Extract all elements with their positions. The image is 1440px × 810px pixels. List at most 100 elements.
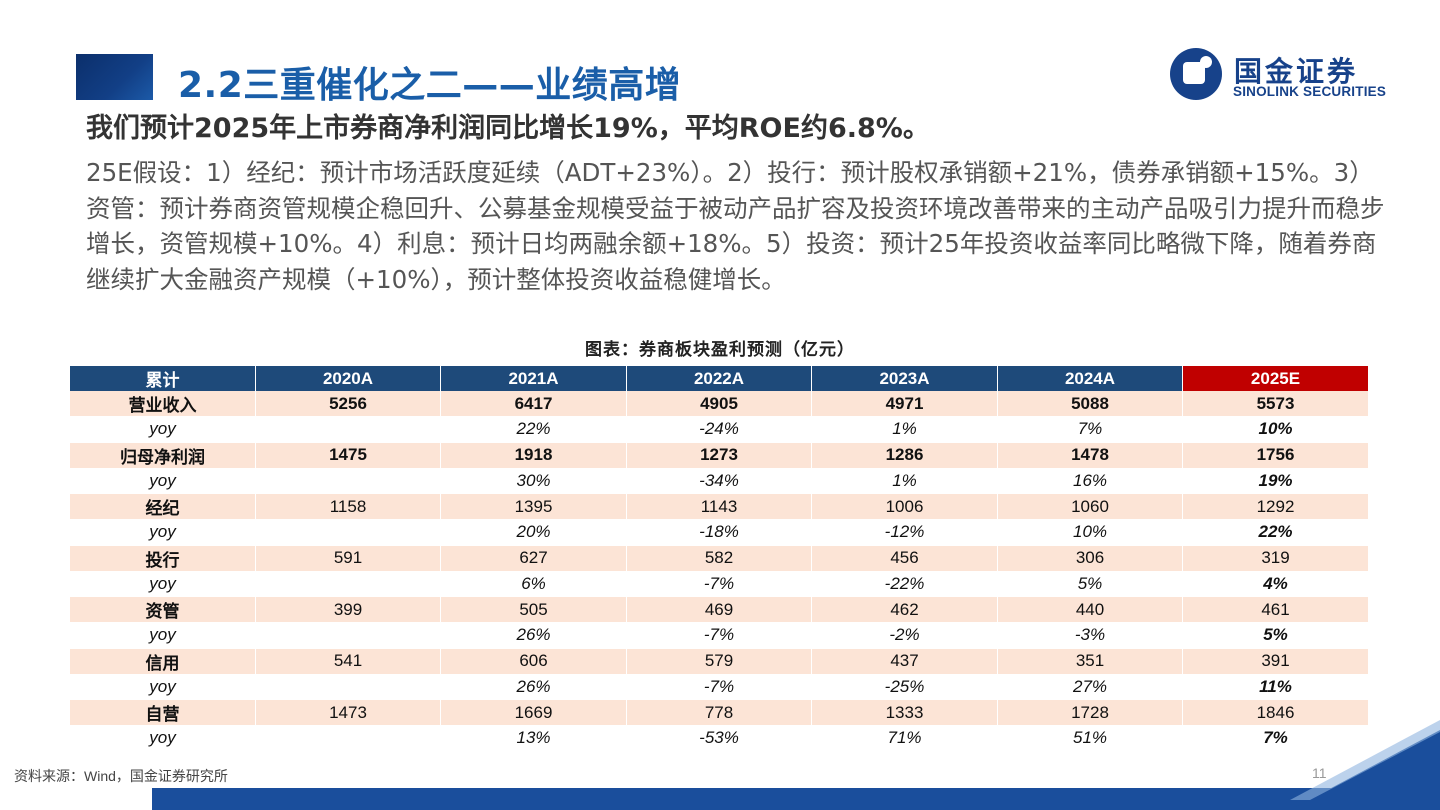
value-cell: 505: [441, 597, 627, 623]
row-label: 营业收入: [70, 391, 256, 417]
table-row: 营业收入 5256 6417 4905 4971 5088 5573: [70, 391, 1369, 417]
source-note: 资料来源：Wind，国金证券研究所: [14, 768, 228, 784]
yoy-cell: 10%: [1183, 417, 1369, 443]
value-cell: 461: [1183, 597, 1369, 623]
value-cell: 1143: [627, 494, 812, 520]
table-row: 归母净利润 1475 1918 1273 1286 1478 1756: [70, 442, 1369, 469]
title-accent-block: [76, 54, 153, 100]
yoy-label: yoy: [70, 417, 256, 443]
headline: 我们预计2025年上市券商净利润同比增长19%，平均ROE约6.8%。: [86, 113, 930, 144]
yoy-cell: -24%: [627, 417, 812, 443]
yoy-cell: 4%: [1183, 571, 1369, 597]
value-cell: 627: [441, 545, 627, 572]
yoy-cell: 26%: [441, 623, 627, 649]
table-row-yoy: yoy 30% -34% 1% 16% 19%: [70, 468, 1369, 494]
value-cell: 351: [998, 648, 1183, 675]
yoy-cell: 7%: [1183, 726, 1369, 752]
header-cell: 2024A: [998, 366, 1183, 391]
value-cell: 1478: [998, 442, 1183, 469]
table-header-row: 累计 2020A 2021A 2022A 2023A 2024A 2025E: [70, 366, 1369, 391]
yoy-cell: 1%: [812, 417, 998, 443]
yoy-cell: -34%: [627, 468, 812, 494]
yoy-cell: [256, 417, 441, 443]
yoy-cell: 13%: [441, 726, 627, 752]
value-cell: 6417: [441, 391, 627, 417]
value-cell: 4905: [627, 391, 812, 417]
value-cell: 1158: [256, 494, 441, 520]
yoy-cell: -53%: [627, 726, 812, 752]
header-cell: 2022A: [627, 366, 812, 391]
value-cell: 440: [998, 597, 1183, 623]
yoy-cell: 71%: [812, 726, 998, 752]
yoy-cell: 22%: [1183, 520, 1369, 546]
value-cell: 319: [1183, 545, 1369, 572]
yoy-cell: 51%: [998, 726, 1183, 752]
table-row-yoy: yoy 26% -7% -25% 27% 11%: [70, 674, 1369, 700]
corner-decoration: [1290, 720, 1440, 810]
value-cell: 1756: [1183, 442, 1369, 469]
table-row: 投行 591 627 582 456 306 319: [70, 545, 1369, 572]
yoy-label: yoy: [70, 623, 256, 649]
yoy-cell: 6%: [441, 571, 627, 597]
value-cell: 1273: [627, 442, 812, 469]
yoy-cell: [256, 520, 441, 546]
page-number: 11: [1312, 765, 1327, 781]
value-cell: 469: [627, 597, 812, 623]
value-cell: 1475: [256, 442, 441, 469]
logo-english-name: SINOLINK SECURITIES: [1233, 84, 1387, 99]
value-cell: 4971: [812, 391, 998, 417]
table-row-yoy: yoy 13% -53% 71% 51% 7%: [70, 726, 1369, 752]
yoy-cell: -18%: [627, 520, 812, 546]
value-cell: 1060: [998, 494, 1183, 520]
yoy-cell: -22%: [812, 571, 998, 597]
value-cell: 462: [812, 597, 998, 623]
page-title: 2.2三重催化之二——业绩高增: [178, 65, 682, 106]
value-cell: 1918: [441, 442, 627, 469]
yoy-cell: 5%: [1183, 623, 1369, 649]
footer-bar: [152, 788, 1440, 810]
value-cell: 437: [812, 648, 998, 675]
value-cell: 456: [812, 545, 998, 572]
value-cell: 1333: [812, 700, 998, 726]
table-caption: 图表：券商板块盈利预测（亿元）: [585, 340, 855, 360]
yoy-cell: 11%: [1183, 674, 1369, 700]
value-cell: 306: [998, 545, 1183, 572]
yoy-cell: 27%: [998, 674, 1183, 700]
yoy-cell: 19%: [1183, 468, 1369, 494]
row-label: 归母净利润: [70, 442, 256, 469]
yoy-cell: [256, 674, 441, 700]
yoy-cell: -25%: [812, 674, 998, 700]
value-cell: 1292: [1183, 494, 1369, 520]
header-cell: 2021A: [441, 366, 627, 391]
yoy-cell: [256, 571, 441, 597]
value-cell: 591: [256, 545, 441, 572]
yoy-cell: -7%: [627, 674, 812, 700]
table-row: 信用 541 606 579 437 351 391: [70, 648, 1369, 675]
value-cell: 391: [1183, 648, 1369, 675]
value-cell: 1006: [812, 494, 998, 520]
table-row: 经纪 1158 1395 1143 1006 1060 1292: [70, 494, 1369, 520]
header-cell: 累计: [70, 366, 256, 391]
value-cell: 5573: [1183, 391, 1369, 417]
yoy-cell: 30%: [441, 468, 627, 494]
logo-chinese-name: 国金证券: [1234, 55, 1359, 88]
header-cell: 2020A: [256, 366, 441, 391]
yoy-cell: 26%: [441, 674, 627, 700]
table-row-yoy: yoy 20% -18% -12% 10% 22%: [70, 520, 1369, 546]
company-logo: 国金证券 SINOLINK SECURITIES: [1170, 48, 1410, 104]
yoy-cell: -7%: [627, 623, 812, 649]
value-cell: 1669: [441, 700, 627, 726]
value-cell: 5256: [256, 391, 441, 417]
value-cell: 778: [627, 700, 812, 726]
yoy-cell: 10%: [998, 520, 1183, 546]
logo-icon: [1170, 48, 1222, 100]
yoy-label: yoy: [70, 468, 256, 494]
yoy-cell: -12%: [812, 520, 998, 546]
table-row: 自营 1473 1669 778 1333 1728 1846: [70, 700, 1369, 726]
header-cell-highlight: 2025E: [1183, 366, 1369, 391]
table-row: 资管 399 505 469 462 440 461: [70, 597, 1369, 623]
value-cell: 579: [627, 648, 812, 675]
yoy-label: yoy: [70, 674, 256, 700]
yoy-cell: 20%: [441, 520, 627, 546]
value-cell: 1473: [256, 700, 441, 726]
